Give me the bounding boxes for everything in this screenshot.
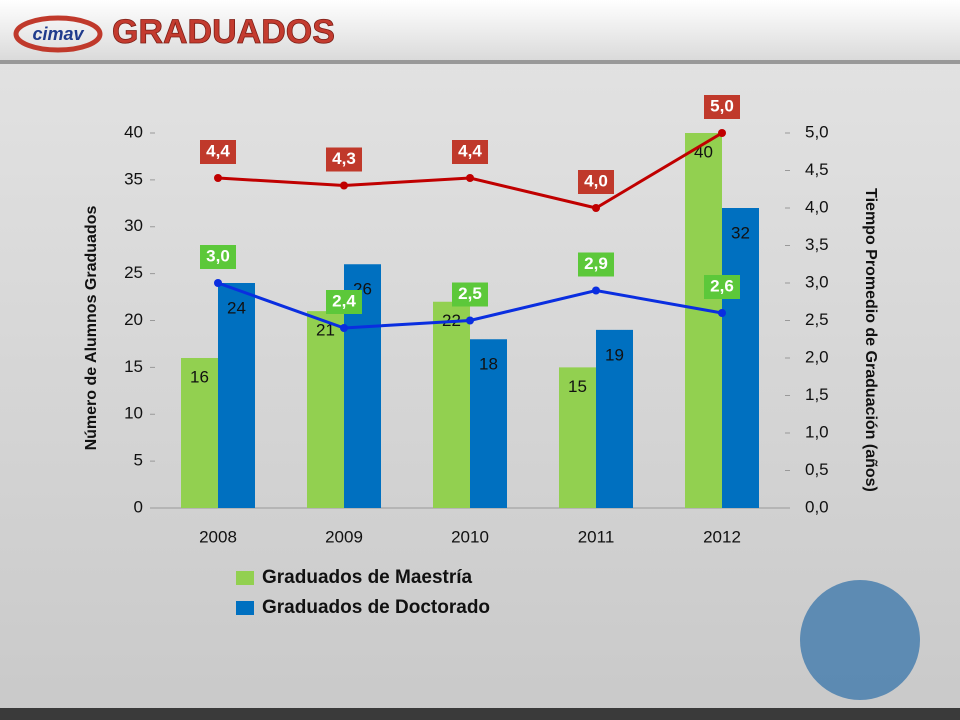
line-value-label: 5,0: [710, 96, 734, 115]
bar-value-label: 19: [605, 345, 624, 364]
bar-value-label: 21: [316, 321, 335, 340]
line-point: [592, 286, 600, 295]
globe-decoration: [800, 580, 920, 700]
y2-axis-label: Tiempo Promedio de Graduación (años): [862, 188, 879, 492]
bar: [433, 301, 470, 508]
bar: [596, 329, 633, 508]
y2-tick-label: 2,0: [805, 347, 829, 366]
header-bar: [0, 0, 960, 64]
y-tick-label: 5: [134, 451, 143, 470]
line-point: [214, 174, 222, 182]
bar: [181, 358, 218, 508]
y2-tick-label: 2,5: [805, 310, 829, 329]
bar-value-label: 18: [479, 355, 498, 374]
logo-text: cimav: [32, 24, 84, 44]
y2-tick-label: 4,5: [805, 160, 829, 179]
bar: [722, 208, 759, 508]
value-label-box: [452, 140, 488, 164]
y2-tick-label: 0,0: [805, 497, 829, 516]
y-tick-label: 10: [124, 404, 143, 423]
line-point: [466, 316, 474, 325]
x-tick-label: 2012: [703, 527, 741, 546]
y-tick-label: 30: [124, 216, 143, 235]
header-rule: [0, 60, 960, 64]
value-label-box: [578, 252, 614, 277]
line-value-label: 4,3: [332, 149, 356, 168]
y-tick-label: 20: [124, 310, 143, 329]
line-point: [466, 174, 474, 182]
line-point: [340, 324, 348, 332]
y2-tick-label: 0,5: [805, 460, 829, 479]
line-point: [718, 309, 726, 317]
y2-tick-label: 1,5: [805, 385, 829, 404]
y-tick-label: 25: [124, 263, 143, 282]
line-value-label: 2,6: [710, 276, 734, 295]
y-axis-label: Número de Alumnos Graduados: [83, 206, 100, 451]
x-tick-label: 2009: [325, 527, 363, 546]
legend-label: Graduados de Doctorado: [262, 597, 490, 618]
bar-value-label: 15: [568, 377, 587, 396]
value-label-box: [704, 95, 740, 119]
value-label-box: [452, 282, 488, 307]
footer-bar: [0, 708, 960, 720]
value-label-box: [578, 170, 614, 194]
line-value-label: 4,0: [584, 171, 608, 190]
y2-tick-label: 3,5: [805, 235, 829, 254]
bar-value-label: 16: [190, 367, 209, 386]
line-value-label: 2,9: [584, 254, 608, 273]
value-label-box: [704, 275, 740, 299]
value-label-box: [326, 290, 362, 314]
bar-value-label: 24: [227, 298, 246, 317]
bar: [470, 339, 507, 508]
line-value-label: 2,4: [332, 291, 356, 310]
y-tick-label: 0: [134, 497, 143, 516]
bar: [559, 367, 596, 508]
y-tick-label: 40: [124, 122, 143, 141]
y2-tick-label: 5,0: [805, 122, 829, 141]
logo-swoosh: [13, 15, 103, 53]
bar-value-label: 32: [731, 223, 750, 242]
bar: [218, 283, 255, 508]
y-tick-label: 15: [124, 357, 143, 376]
x-tick-label: 2010: [451, 527, 489, 546]
legend-label: Graduados de Maestría: [262, 567, 473, 588]
y-tick-label: 35: [124, 169, 143, 188]
value-label-box: [200, 140, 236, 164]
value-label-box: [200, 245, 236, 269]
x-tick-label: 2011: [578, 527, 615, 546]
x-tick-label: 2008: [199, 527, 237, 546]
line-value-label: 4,4: [206, 141, 230, 160]
line-point: [718, 129, 726, 137]
legend-swatch: [236, 571, 254, 585]
line-value-label: 3,0: [206, 246, 230, 265]
y2-tick-label: 4,0: [805, 197, 829, 216]
y2-tick-label: 1,0: [805, 422, 829, 441]
chart-title: GRADUADOS: [112, 13, 335, 51]
legend-swatch: [236, 601, 254, 615]
line-point: [214, 279, 222, 287]
bar: [307, 311, 344, 508]
line-point: [340, 181, 348, 190]
line-point: [592, 204, 600, 212]
y2-tick-label: 3,0: [805, 272, 829, 291]
bar: [685, 133, 722, 508]
line-value-label: 4,4: [458, 141, 482, 160]
value-label-box: [326, 147, 362, 172]
line-value-label: 2,5: [458, 284, 482, 303]
